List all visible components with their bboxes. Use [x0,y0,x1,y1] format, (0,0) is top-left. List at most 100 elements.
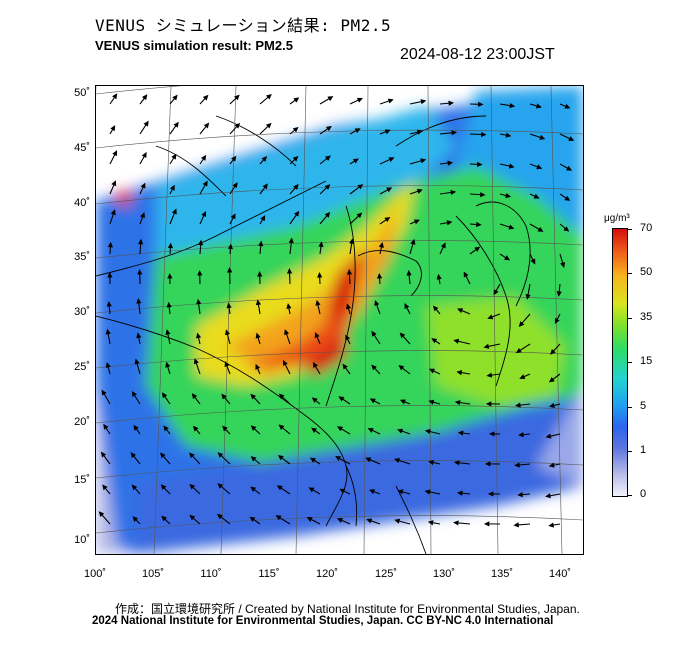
wind-arrow-head [416,129,423,135]
wind-arrow-head [386,187,393,193]
lon-label-115: 115˚ [258,568,280,580]
wind-arrow-head [487,491,494,497]
wind-arrow-head [261,156,268,162]
wind-arrow-head [432,305,439,312]
wind-arrow-head [451,130,458,136]
wind-arrow-head [384,129,391,135]
wind-arrow-head [165,361,171,368]
wind-arrow-head [284,329,290,336]
wind-arrow-head [314,332,320,339]
wind-arrow-head [258,240,264,247]
wind-arrow-head [478,101,484,107]
lat-label-30: 30˚ [74,306,90,318]
wind-arrow-head [487,314,494,320]
wind-arrow-head [282,359,288,366]
wind-arrow-head [189,514,196,521]
wind-arrow-head [101,389,107,396]
wind-arrow-head [143,120,149,127]
wind-arrow-head [484,461,491,467]
wind-arrow-head [312,362,318,369]
wind-arrow-head [371,330,377,337]
wind-arrow-head [335,456,342,461]
wind-arrow-head [399,399,406,405]
wind-arrow-head [201,154,207,161]
wind-arrow-head [189,452,195,459]
wind-arrow-head [456,490,463,496]
wind-arrow-head [230,213,236,220]
colorbar-tick-50: 50 [640,266,653,278]
wind-arrow-head [346,269,353,275]
wind-arrow-head [486,372,493,378]
wind-arrow-head [339,488,346,494]
lon-label-135: 135˚ [490,568,514,580]
wind-arrow-head [530,258,536,265]
wind-arrow-head [196,298,202,305]
wind-arrow-head [292,155,299,162]
wind-arrow-head [356,212,363,219]
wind-arrow-head [336,518,343,523]
wind-arrow-head [222,425,228,432]
wind-arrow-head [217,452,224,458]
wind-arrow-head [327,96,334,102]
wind-arrow-head [404,303,410,310]
lon-label-100: 100˚ [83,568,107,580]
colorbar-tickmark [627,273,632,274]
wind-arrow-head [286,268,293,274]
wind-arrow-head [171,208,177,215]
wind-arrow-head [255,299,262,306]
wind-arrow-head [450,189,457,196]
wind-arrow-head [420,158,427,164]
wind-arrow-head [278,393,285,400]
wind-arrow-head [234,122,241,129]
wind-arrow-head [275,515,282,521]
graticule [96,86,583,554]
wind-arrow-head [112,93,118,100]
wind-arrow-head [453,520,459,526]
wind-arrow-head [140,212,145,219]
wind-arrow-head [515,348,522,354]
wind-arrow-head [427,520,434,526]
wind-arrow-head [447,160,454,166]
wind-arrow-head [505,193,512,199]
wind-arrow-head [564,103,571,109]
wind-arrow-head [192,425,199,432]
wind-arrow-head [453,460,460,466]
wind-arrow-head [131,391,137,398]
wind-arrow-head [216,513,223,520]
wind-arrow-head [560,262,566,268]
wind-arrow-head [568,136,575,141]
lat-label-25: 25˚ [74,361,90,373]
wind-arrow-head [250,456,257,462]
wind-arrow-head [440,242,446,249]
wind-arrow-head [262,183,268,190]
colorbar-tickmark [627,229,632,230]
lat-label-40: 40˚ [74,197,90,209]
wind-arrow-head [476,221,482,228]
wind-arrow-head [227,267,233,273]
wind-arrow-head [342,363,348,370]
colorbar-tickmark [627,495,632,496]
wind-arrow-head [420,99,427,105]
wind-arrow-head [545,433,552,439]
credit-line: 作成：国立環境研究所 / Created by National Institu… [115,602,580,616]
wind-arrow-head [480,192,486,198]
wind-arrow-head [324,211,331,218]
wind-arrow-head [134,358,140,365]
wind-arrow-head [539,134,546,140]
wind-arrow-head [357,184,364,190]
wind-arrow-head [250,425,257,431]
wind-arrow-head [227,243,234,250]
coastlines [96,115,531,554]
wind-arrow-head [160,484,167,491]
wind-arrow-head [172,94,178,101]
wind-arrow-head [224,361,230,368]
wind-arrow-head [345,334,351,341]
wind-arrow-head [202,94,209,101]
wind-arrow-head [257,271,263,277]
wind-arrow-head [488,431,495,437]
wind-arrow-head [293,210,300,217]
wind-arrow-head [518,321,525,327]
wind-arrow-head [161,392,168,399]
wind-arrow-head [167,242,174,249]
wind-arrow-head [250,486,257,492]
